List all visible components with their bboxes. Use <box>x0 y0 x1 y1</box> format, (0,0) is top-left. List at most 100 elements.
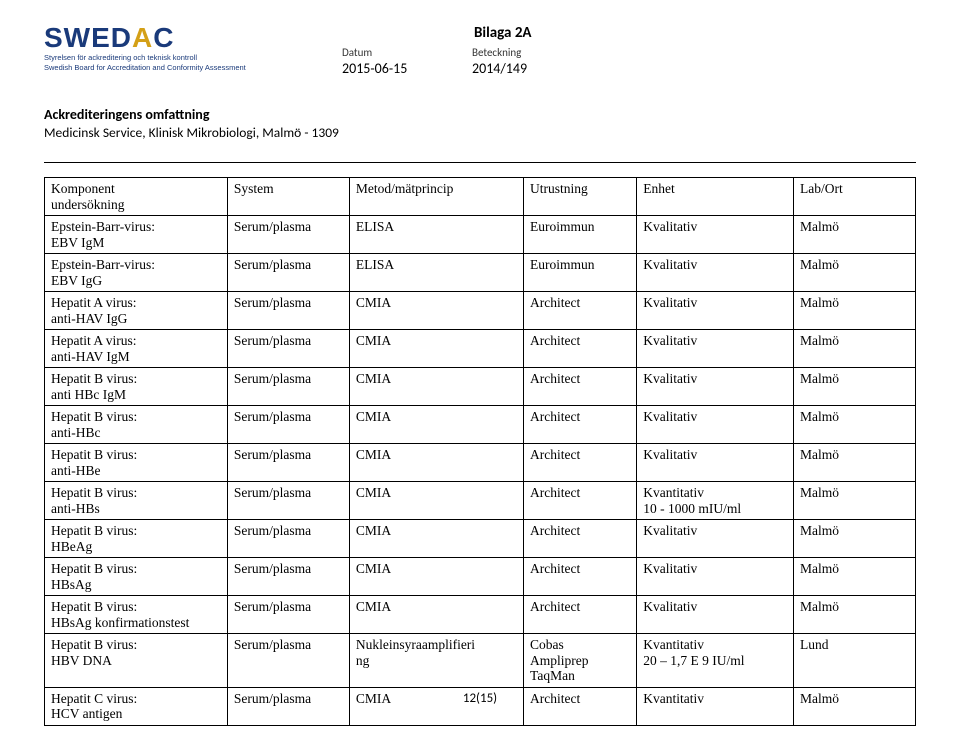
table-cell: Hepatit A virus: anti-HAV IgM <box>45 330 228 368</box>
table-row: Hepatit B virus: HBV DNASerum/plasmaNukl… <box>45 634 916 688</box>
table-cell: Architect <box>524 520 637 558</box>
table-cell: Serum/plasma <box>227 482 349 520</box>
table-cell: Malmö <box>794 482 916 520</box>
table-cell: Malmö <box>794 520 916 558</box>
table-cell: Kvalitativ <box>637 254 794 292</box>
divider <box>44 162 916 163</box>
table-cell: Serum/plasma <box>227 292 349 330</box>
table-cell: ELISA <box>349 216 523 254</box>
logo-subtitle-2: Swedish Board for Accreditation and Conf… <box>44 64 246 72</box>
logo-accent-a: A <box>132 22 153 53</box>
table-cell: Nukleinsyraamplifieri ng <box>349 634 523 688</box>
table-header-cell: Metod/mätprincip <box>349 178 523 216</box>
table-cell: Serum/plasma <box>227 520 349 558</box>
table-cell: CMIA <box>349 444 523 482</box>
table-cell: Kvalitativ <box>637 520 794 558</box>
table-cell: Epstein-Barr-virus: EBV IgM <box>45 216 228 254</box>
table-cell: Architect <box>524 558 637 596</box>
logo-text-swed: SWED <box>44 22 132 53</box>
table-cell: Epstein-Barr-virus: EBV IgG <box>45 254 228 292</box>
meta-beteckning-label: Beteckning <box>472 46 602 59</box>
table-row: Hepatit B virus: anti-HBeSerum/plasmaCMI… <box>45 444 916 482</box>
table-cell: Kvalitativ <box>637 406 794 444</box>
table-cell: Hepatit B virus: anti HBc IgM <box>45 368 228 406</box>
table-cell: Euroimmun <box>524 254 637 292</box>
table-cell: Architect <box>524 444 637 482</box>
logo-wordmark: SWEDAC <box>44 24 246 52</box>
swedac-logo: SWEDAC Styrelsen för ackreditering och t… <box>44 24 246 73</box>
logo-subtitle-1: Styrelsen för ackreditering och teknisk … <box>44 54 246 62</box>
table-cell: Euroimmun <box>524 216 637 254</box>
table-cell: Serum/plasma <box>227 558 349 596</box>
table-row: Hepatit B virus: HBsAg konfirmationstest… <box>45 596 916 634</box>
table-cell: Malmö <box>794 292 916 330</box>
table-cell: CMIA <box>349 520 523 558</box>
table-header-cell: System <box>227 178 349 216</box>
table-cell: Architect <box>524 292 637 330</box>
table-head: Komponent undersökningSystemMetod/mätpri… <box>45 178 916 216</box>
logo-text-c: C <box>153 22 174 53</box>
table-cell: Hepatit B virus: anti-HBe <box>45 444 228 482</box>
table-row: Hepatit B virus: HBsAgSerum/plasmaCMIAAr… <box>45 558 916 596</box>
table-header-cell: Enhet <box>637 178 794 216</box>
table-cell: Hepatit B virus: HBsAg <box>45 558 228 596</box>
table-cell: Kvalitativ <box>637 596 794 634</box>
header-area: SWEDAC Styrelsen för ackreditering och t… <box>44 24 916 134</box>
document-page: SWEDAC Styrelsen för ackreditering och t… <box>0 0 960 736</box>
table-cell: Hepatit A virus: anti-HAV IgG <box>45 292 228 330</box>
table-cell: Architect <box>524 406 637 444</box>
table-cell: CMIA <box>349 596 523 634</box>
table-cell: Kvalitativ <box>637 330 794 368</box>
table-cell: Malmö <box>794 406 916 444</box>
table-cell: Serum/plasma <box>227 406 349 444</box>
meta-beteckning-value: 2014/149 <box>472 60 602 77</box>
table-cell: Kvalitativ <box>637 216 794 254</box>
table-cell: Architect <box>524 596 637 634</box>
table-cell: Kvantitativ 10 - 1000 mIU/ml <box>637 482 794 520</box>
data-table: Komponent undersökningSystemMetod/mätpri… <box>44 177 916 726</box>
table-header-cell: Lab/Ort <box>794 178 916 216</box>
attachment-label: Bilaga 2A <box>474 24 532 42</box>
table-cell: Cobas Ampliprep TaqMan <box>524 634 637 688</box>
table-cell: Architect <box>524 368 637 406</box>
table-row: Epstein-Barr-virus: EBV IgGSerum/plasma E… <box>45 254 916 292</box>
accreditation-subtitle: Medicinsk Service, Klinisk Mikrobiologi,… <box>44 124 339 141</box>
table-cell: Serum/plasma <box>227 634 349 688</box>
page-number: 12(15) <box>0 691 960 706</box>
table-cell: CMIA <box>349 368 523 406</box>
table-cell: Serum/plasma <box>227 330 349 368</box>
table-cell: Kvalitativ <box>637 558 794 596</box>
doc-meta: Datum Beteckning 2015-06-15 2014/149 <box>342 46 602 77</box>
table-header-cell: Utrustning <box>524 178 637 216</box>
table-row: Hepatit B virus: anti-HBsSerum/plasmaCMI… <box>45 482 916 520</box>
table-cell: CMIA <box>349 292 523 330</box>
table-row: Epstein-Barr-virus: EBV IgMSerum/plasmaE… <box>45 216 916 254</box>
table-cell: Serum/plasma <box>227 596 349 634</box>
table-cell: Serum/plasma <box>227 216 349 254</box>
table-row: Hepatit B virus: anti-HBcSerum/plasmaCMI… <box>45 406 916 444</box>
table-header-cell: Komponent undersökning <box>45 178 228 216</box>
table-cell: CMIA <box>349 330 523 368</box>
table-cell: Kvalitativ <box>637 292 794 330</box>
table-cell: Malmö <box>794 216 916 254</box>
table-row: Hepatit B virus: HBeAgSerum/plasmaCMIAAr… <box>45 520 916 558</box>
table-row: Hepatit B virus: anti HBc IgMSerum/plasm… <box>45 368 916 406</box>
table-cell: Hepatit B virus: anti-HBs <box>45 482 228 520</box>
table-cell: Lund <box>794 634 916 688</box>
table-cell: Kvantitativ 20 – 1,7 E 9 IU/ml <box>637 634 794 688</box>
meta-datum-label: Datum <box>342 46 472 59</box>
table-body: Epstein-Barr-virus: EBV IgMSerum/plasmaE… <box>45 216 916 726</box>
table-cell: Malmö <box>794 368 916 406</box>
accreditation-block: Ackrediteringens omfattning Medicinsk Se… <box>44 106 339 141</box>
table-cell: Hepatit B virus: HBeAg <box>45 520 228 558</box>
table-cell: Malmö <box>794 444 916 482</box>
table-cell: Serum/plasma <box>227 254 349 292</box>
table-cell: Malmö <box>794 330 916 368</box>
table-header-row: Komponent undersökningSystemMetod/mätpri… <box>45 178 916 216</box>
table-row: Hepatit A virus: anti-HAV IgGSerum/plasm… <box>45 292 916 330</box>
table-cell: Malmö <box>794 558 916 596</box>
table-cell: CMIA <box>349 406 523 444</box>
table-cell: Kvalitativ <box>637 368 794 406</box>
table-cell: Serum/plasma <box>227 444 349 482</box>
table-cell: Hepatit B virus: HBV DNA <box>45 634 228 688</box>
